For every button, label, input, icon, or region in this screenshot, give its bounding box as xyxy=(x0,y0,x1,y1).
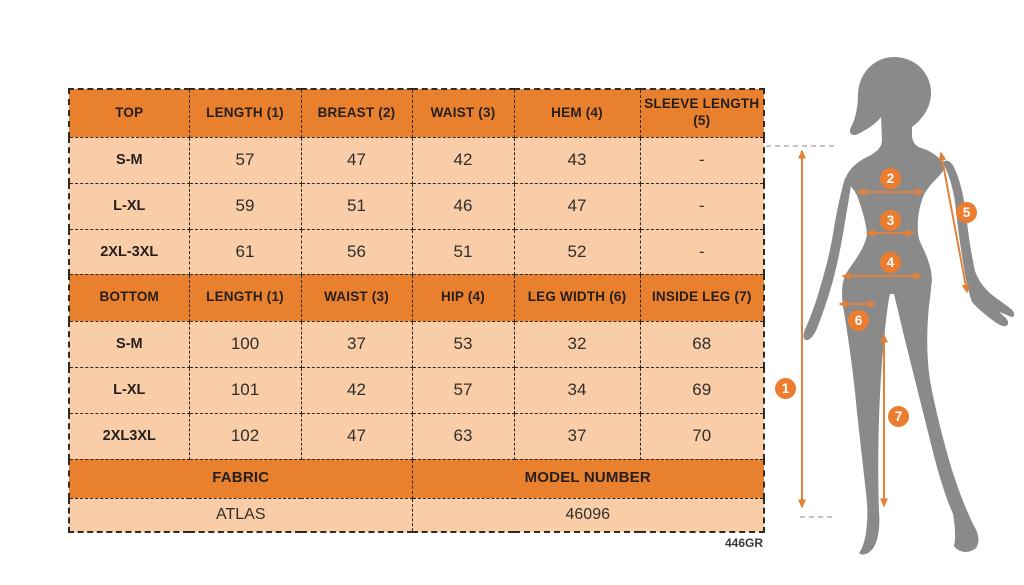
fabric-value: ATLAS xyxy=(68,497,413,533)
column-header-breast: BREAST (2) xyxy=(300,88,413,138)
size-chart-table: TOP LENGTH (1) BREAST (2) WAIST (3) HEM … xyxy=(68,88,765,533)
table-row: 2XL-3XL 61 56 51 52 - xyxy=(68,228,765,275)
measurement-value: 37 xyxy=(300,320,413,368)
size-label: S-M xyxy=(68,136,190,184)
measure-marker-2: 2 xyxy=(880,168,901,189)
measure-marker-1: 1 xyxy=(775,378,796,399)
measurement-figure xyxy=(766,57,1015,555)
measurement-value: 32 xyxy=(513,320,641,368)
table-row: 2XL3XL 102 47 63 37 70 xyxy=(68,412,765,460)
measurement-value: 68 xyxy=(639,320,765,368)
measurement-value: 51 xyxy=(411,228,515,275)
measurement-value: 47 xyxy=(300,412,413,460)
measurement-value: 51 xyxy=(300,182,413,230)
bottom-header-row: BOTTOM LENGTH (1) WAIST (3) HIP (4) LEG … xyxy=(68,273,765,322)
style-code-footnote: 446GR xyxy=(724,536,763,550)
table-row: S-M 100 37 53 32 68 xyxy=(68,320,765,368)
measure-marker-5: 5 xyxy=(956,202,977,223)
measurement-value: 57 xyxy=(188,136,302,184)
measurement-value: 70 xyxy=(639,412,765,460)
measurement-value: - xyxy=(639,136,765,184)
measurement-value: 56 xyxy=(300,228,413,275)
measurement-value: 69 xyxy=(639,366,765,414)
top-header-row: TOP LENGTH (1) BREAST (2) WAIST (3) HEM … xyxy=(68,88,765,138)
measurement-value: 43 xyxy=(513,136,641,184)
measurement-value: - xyxy=(639,228,765,275)
measurement-value: 53 xyxy=(411,320,515,368)
table-row: L-XL 101 42 57 34 69 xyxy=(68,366,765,414)
column-header-sleeve-length: SLEEVE LENGTH (5) xyxy=(639,88,765,138)
model-number-header: MODEL NUMBER xyxy=(411,458,765,499)
size-label: S-M xyxy=(68,320,190,368)
measurement-value: 102 xyxy=(188,412,302,460)
measurement-value: 52 xyxy=(513,228,641,275)
measurement-value: 47 xyxy=(300,136,413,184)
size-label: L-XL xyxy=(68,182,190,230)
measurement-value: - xyxy=(639,182,765,230)
measure-marker-6: 6 xyxy=(848,310,869,331)
model-number-value: 46096 xyxy=(411,497,765,533)
size-label: L-XL xyxy=(68,366,190,414)
measurement-value: 47 xyxy=(513,182,641,230)
measure-marker-7: 7 xyxy=(888,406,909,427)
column-header-length: LENGTH (1) xyxy=(188,273,302,322)
table-row: L-XL 59 51 46 47 - xyxy=(68,182,765,230)
column-header-bottom: BOTTOM xyxy=(68,273,190,322)
measure-marker-4: 4 xyxy=(880,252,901,273)
column-header-length: LENGTH (1) xyxy=(188,88,302,138)
table-row: S-M 57 47 42 43 - xyxy=(68,136,765,184)
arrow-sleeve-length-5 xyxy=(938,151,970,294)
measurement-value: 100 xyxy=(188,320,302,368)
measurement-value: 101 xyxy=(188,366,302,414)
woman-silhouette-icon xyxy=(803,57,1015,555)
measurement-value: 37 xyxy=(513,412,641,460)
column-header-top: TOP xyxy=(68,88,190,138)
measurement-value: 34 xyxy=(513,366,641,414)
measurement-value: 46 xyxy=(411,182,515,230)
measurement-value: 42 xyxy=(300,366,413,414)
column-header-inside-leg: INSIDE LEG (7) xyxy=(639,273,765,322)
column-header-hip: HIP (4) xyxy=(411,273,515,322)
measurement-value: 57 xyxy=(411,366,515,414)
column-header-waist: WAIST (3) xyxy=(411,88,515,138)
column-header-hem: HEM (4) xyxy=(513,88,641,138)
column-header-waist: WAIST (3) xyxy=(300,273,413,322)
measurement-value: 59 xyxy=(188,182,302,230)
column-header-leg-width: LEG WIDTH (6) xyxy=(513,273,641,322)
info-header-row: FABRIC MODEL NUMBER xyxy=(68,458,765,499)
measurement-value: 61 xyxy=(188,228,302,275)
fabric-header: FABRIC xyxy=(68,458,413,499)
measure-marker-3: 3 xyxy=(880,210,901,231)
measurement-value: 63 xyxy=(411,412,515,460)
measurement-value: 42 xyxy=(411,136,515,184)
size-label: 2XL-3XL xyxy=(68,228,190,275)
info-value-row: ATLAS 46096 xyxy=(68,497,765,533)
size-label: 2XL3XL xyxy=(68,412,190,460)
